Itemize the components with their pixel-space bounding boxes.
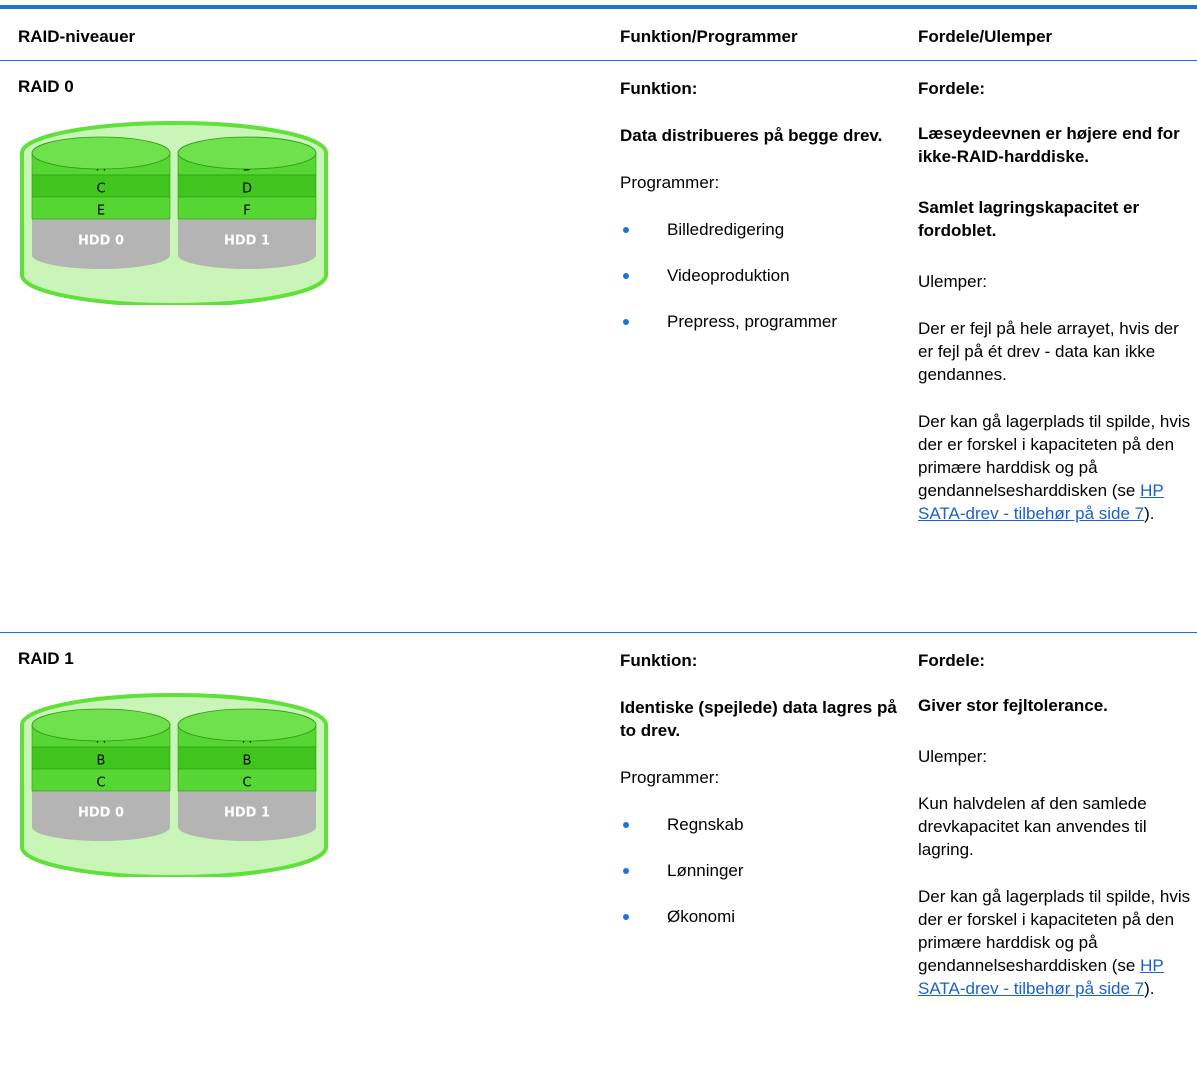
disadvantage-item: Der kan gå lagerplads til spilde, hvis d… [918,410,1197,525]
disadvantage-item: Kun halvdelen af den samlede drevkapacit… [918,792,1197,861]
top-rule [0,5,1197,9]
function-label: Funktion: [620,651,698,670]
advantages-label: Fordele: [918,651,986,670]
cell: Funktion: Identiske (spejlede) data lagre… [620,633,900,951]
program-item: Regnskab [620,813,900,836]
cell: RAID 0ACEHDD 0BDFHDD 1 [18,61,578,305]
programs-label: Programmer: [620,173,720,192]
drive-label: HDD 0 [78,806,124,821]
drive-block [177,196,317,220]
disadvantage-text-end: ). [1144,979,1155,998]
program-item: Prepress, programmer [620,310,900,333]
function-text: Data distribueres på begge drev. [620,126,883,145]
block-label: C [96,182,105,197]
drive-bottom [32,813,170,841]
block-label: C [242,776,251,791]
block-label: B [243,754,252,769]
cell: Fordele: Giver stor fejltolerance. Ulemper… [918,633,1197,1024]
disadvantage-text-end: ). [1144,504,1155,523]
column-header: Fordele/Ulemper [918,27,1053,46]
function-label: Funktion: [620,79,698,98]
program-item: Videoproduktion [620,264,900,287]
table-row: RAID 1ABCHDD 0ABCHDD 1Funktion:Identiske… [0,633,1197,1074]
drive-bottom [178,241,316,269]
disadvantage-item: Der er fejl på hele arrayet, hvis der er… [918,317,1197,386]
cell: Fordele: Læseydeevnen er højere end for i… [918,61,1197,549]
drive-block [177,768,317,792]
drive-block [31,768,171,792]
cross-reference-link[interactable]: HP SATA-drev - tilbehør på side 7 [918,956,1164,998]
program-item: Økonomi [620,905,900,928]
column-header: Funktion/Programmer [620,27,798,46]
block-label: F [243,204,250,219]
cell: Funktion: Data distribueres på begge drev… [620,61,900,356]
block-label: D [242,182,252,197]
program-list: Billedredigering Videoproduktion Prepress,… [620,218,900,333]
programs-label: Programmer: [620,768,720,787]
block-label: B [97,754,106,769]
raid-level: RAID 1 [18,649,74,668]
disadvantages-label: Ulemper: [918,747,987,766]
disadvantage-text: Kun halvdelen af den samlede drevkapacit… [918,794,1147,859]
disadvantage-text: Der kan gå lagerplads til spilde, hvis d… [918,412,1191,500]
drive-top [31,136,171,170]
program-item: Billedredigering [620,218,900,241]
function-text: Identiske (spejlede) data lagres på to d… [620,698,897,740]
advantage-item: Samlet lagringskapacitet er fordoblet. [918,198,1140,240]
cross-reference-link[interactable]: HP SATA-drev - tilbehør på side 7 [918,481,1164,523]
drive-bottom [178,813,316,841]
drive-top [31,708,171,742]
advantage-item: Læseydeevnen er højere end for ikke-RAID… [918,124,1180,166]
drive-bottom [32,241,170,269]
header-row: RAID-niveauer Funktion/Programmer Fordel… [0,9,1197,61]
block-label: C [96,776,105,791]
drive-label: HDD 1 [224,234,270,249]
drive-label: HDD 1 [224,806,270,821]
disadvantage-text: Der er fejl på hele arrayet, hvis der er… [918,319,1179,384]
disadvantages-label: Ulemper: [918,272,987,291]
cell: RAID 1ABCHDD 0ABCHDD 1 [18,633,578,877]
drive-top [177,708,317,742]
advantage-item: Giver stor fejltolerance. [918,696,1108,715]
advantages-label: Fordele: [918,79,986,98]
disadvantage-text: Der kan gå lagerplads til spilde, hvis d… [918,887,1191,975]
raid-diagram: ABCHDD 0ABCHDD 1 [20,693,328,877]
drive-label: HDD 0 [78,234,124,249]
drive-block [31,196,171,220]
program-item: Lønninger [620,859,900,882]
program-list: Regnskab Lønninger Økonomi [620,813,900,928]
raid-level: RAID 0 [18,77,74,96]
raid-diagram: ACEHDD 0BDFHDD 1 [20,121,328,305]
disadvantage-item: Der kan gå lagerplads til spilde, hvis d… [918,885,1197,1000]
column-header: RAID-niveauer [18,27,136,46]
block-label: E [97,204,105,219]
drive-top [177,136,317,170]
